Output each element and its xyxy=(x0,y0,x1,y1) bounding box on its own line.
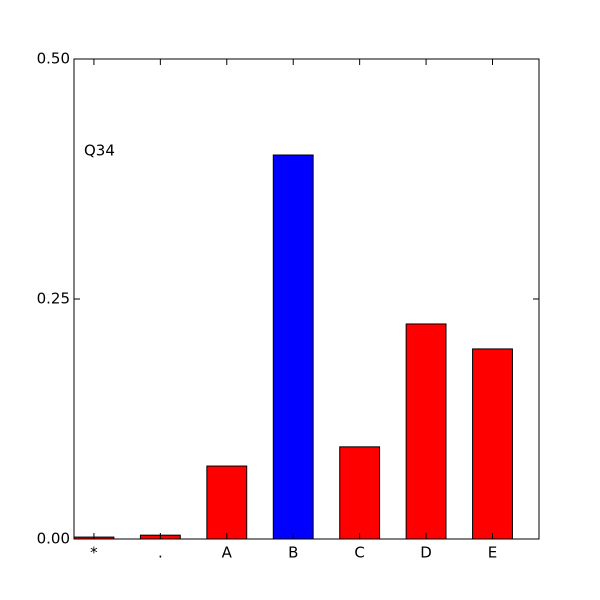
x-tick-label: C xyxy=(354,544,364,562)
plot-frame xyxy=(73,58,540,540)
x-tick-label: . xyxy=(158,544,163,562)
x-tick-label: E xyxy=(488,544,497,562)
annotation: Q34 xyxy=(84,142,115,160)
bar xyxy=(472,348,513,540)
bar xyxy=(405,323,447,540)
bar xyxy=(206,465,248,540)
x-tick-label: * xyxy=(90,544,98,562)
bar xyxy=(272,154,314,540)
bar xyxy=(339,446,381,540)
x-tick-label: B xyxy=(288,544,298,562)
y-tick-label: 0.50 xyxy=(37,50,70,68)
y-tick-label: 0.00 xyxy=(37,530,70,548)
x-tick-label: D xyxy=(420,544,432,562)
x-tick-label: A xyxy=(222,544,233,562)
y-tick-label: 0.25 xyxy=(37,290,70,308)
